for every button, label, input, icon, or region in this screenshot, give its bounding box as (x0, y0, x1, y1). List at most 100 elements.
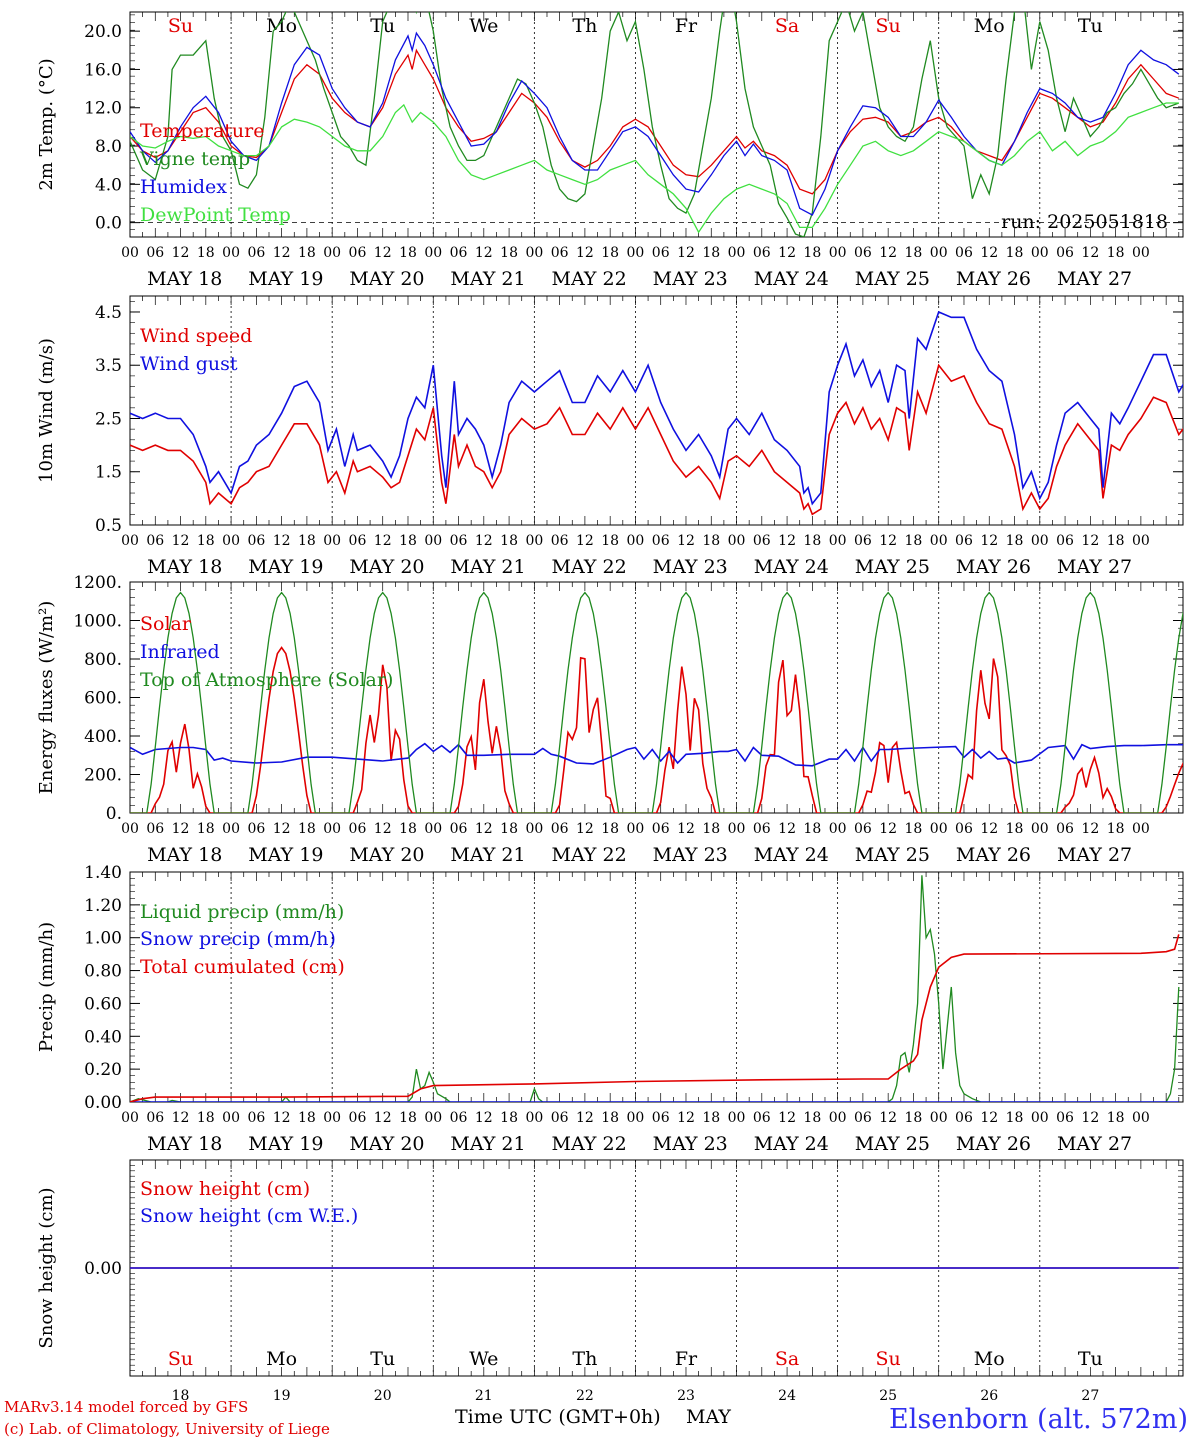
x-hour-label: 00 (930, 245, 948, 261)
y-tick-label: 1.40 (84, 863, 122, 883)
x-date-label: MAY 21 (450, 1133, 525, 1155)
x-date-label: MAY 26 (956, 1133, 1031, 1155)
x-hour-label: 00 (728, 1110, 746, 1126)
series-group (130, 310, 1183, 516)
x-hour-label: 06 (955, 245, 973, 261)
y-tick-label: 400. (84, 727, 122, 747)
x-hour-label: 18 (1107, 1110, 1125, 1126)
day-number: 19 (273, 1388, 291, 1404)
x-hour-label: 06 (551, 821, 569, 837)
x-hour-label: 12 (374, 245, 392, 261)
x-axis-title: Time UTC (GMT+0h) (455, 1406, 661, 1428)
footer-lab-credit: (c) Lab. of Climatology, University of L… (4, 1420, 330, 1438)
x-hour-label: 00 (323, 1110, 341, 1126)
x-date-label: MAY 23 (653, 1133, 728, 1155)
x-hour-label: 18 (1107, 821, 1125, 837)
x-hour-label: 12 (980, 821, 998, 837)
x-date-label: MAY 18 (147, 844, 222, 866)
x-date-label: MAY 21 (450, 844, 525, 866)
x-hour-label: 18 (702, 245, 720, 261)
series-group (130, 12, 1180, 237)
weekday-label: Tu (1078, 1348, 1103, 1370)
x-hour-label: 12 (475, 245, 493, 261)
y-tick-label: 3.5 (95, 356, 122, 376)
series-line-red (130, 934, 1180, 1102)
x-hour-label: 12 (273, 1110, 291, 1126)
x-hour-label: 00 (627, 533, 645, 549)
x-hour-label: 12 (1081, 245, 1099, 261)
x-hour-label: 18 (1107, 533, 1125, 549)
y-tick-label: 1.20 (84, 896, 122, 916)
x-hour-label: 18 (197, 245, 215, 261)
panel-1: 0.0 4.0 8.0 12.0 16.0 20.0 2m Temp. (°C) 00 06 12… (36, 11, 1184, 290)
x-hour-label: 12 (576, 821, 594, 837)
x-hour-label: 18 (399, 1110, 417, 1126)
x-date-label: MAY 21 (450, 556, 525, 578)
x-date-label: MAY 18 (147, 556, 222, 578)
x-date-label: MAY 26 (956, 844, 1031, 866)
x-hour-label: 06 (247, 1110, 265, 1126)
x-hour-label: 00 (121, 1110, 139, 1126)
x-hour-label: 06 (854, 1110, 872, 1126)
x-hour-label: 18 (298, 1110, 316, 1126)
x-hour-label: 06 (551, 533, 569, 549)
x-hour-label: 00 (1031, 821, 1049, 837)
x-hour-label: 00 (424, 821, 442, 837)
x-hour-label: 18 (905, 533, 923, 549)
y-tick-label: 0. (106, 804, 122, 824)
legend-entry: Infrared (140, 641, 220, 663)
x-hour-label: 00 (121, 821, 139, 837)
x-hour-label: 18 (197, 533, 215, 549)
x-hour-label: 06 (146, 245, 164, 261)
series-line-blue (130, 310, 1183, 506)
x-hour-label: 00 (121, 533, 139, 549)
legend-entry: Wind speed (140, 325, 252, 347)
station-name: Elsenborn (alt. 572m) (889, 1404, 1188, 1435)
weekday-label: We (469, 15, 498, 37)
y-axis-label: 10m Wind (m/s) (36, 338, 57, 483)
x-hour-label: 00 (930, 1110, 948, 1126)
y-tick-label: 0.5 (95, 516, 122, 536)
x-date-label: MAY 25 (855, 556, 930, 578)
x-hour-label: 12 (778, 821, 796, 837)
x-hour-label: 00 (222, 533, 240, 549)
x-hour-label: 18 (1107, 245, 1125, 261)
x-date-label: MAY 23 (653, 556, 728, 578)
x-hour-label: 18 (803, 245, 821, 261)
x-date-label: MAY 27 (1057, 1133, 1132, 1155)
x-date-label: MAY 20 (349, 844, 424, 866)
y-tick-label: 0.20 (84, 1060, 122, 1080)
x-date-label: MAY 20 (349, 268, 424, 290)
x-hour-label: 12 (677, 245, 695, 261)
x-hour-label: 06 (955, 1110, 973, 1126)
x-hour-label: 12 (1081, 533, 1099, 549)
series-line-green (130, 12, 1180, 237)
x-hour-label: 00 (930, 821, 948, 837)
x-hour-label: 00 (222, 1110, 240, 1126)
x-date-label: MAY 26 (956, 268, 1031, 290)
plot-frame (129, 581, 1184, 814)
x-hour-label: 18 (601, 821, 619, 837)
day-number: 20 (374, 1388, 392, 1404)
day-number: 21 (475, 1388, 493, 1404)
x-hour-label: 18 (500, 533, 518, 549)
x-date-label: MAY 22 (552, 1133, 627, 1155)
panel-3: 0. 200. 400. 600. 800. 1000. 1200. Energy fluxe… (36, 573, 1184, 866)
x-hour-label: 12 (576, 1110, 594, 1126)
x-hour-label: 12 (980, 245, 998, 261)
x-hour-label: 12 (677, 1110, 695, 1126)
x-hour-label: 06 (450, 1110, 468, 1126)
x-hour-label: 00 (930, 533, 948, 549)
x-hour-label: 00 (1132, 533, 1150, 549)
x-hour-label: 06 (854, 821, 872, 837)
x-hour-label: 00 (1031, 533, 1049, 549)
weekday-label: Mo (266, 1348, 297, 1370)
legend-entry: Humidex (140, 176, 227, 198)
x-hour-label: 06 (551, 1110, 569, 1126)
x-hour-label: 18 (905, 245, 923, 261)
legend-entry: Vigne temp (139, 148, 250, 170)
x-date-label: MAY 25 (855, 268, 930, 290)
x-date-label: MAY 20 (349, 556, 424, 578)
x-hour-label: 12 (475, 1110, 493, 1126)
x-hour-label: 18 (905, 821, 923, 837)
